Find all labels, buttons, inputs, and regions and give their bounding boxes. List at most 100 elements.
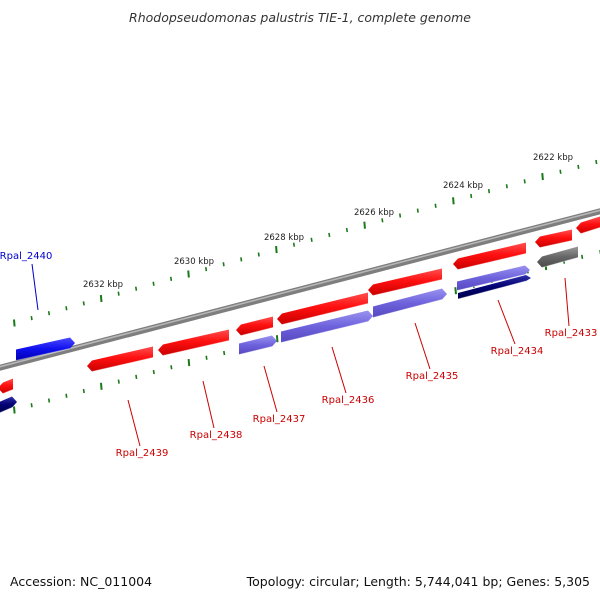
outer-scale-tick bbox=[559, 169, 562, 174]
gene-rpal-2436-reverse[interactable] bbox=[281, 310, 373, 343]
connector-rpal-2438 bbox=[202, 380, 215, 429]
inner-scale-tick bbox=[135, 374, 138, 379]
gene-rpal-2435[interactable] bbox=[368, 268, 442, 296]
connector-rpal-2435 bbox=[414, 322, 431, 370]
gene-edge-left-dark-shading bbox=[0, 407, 13, 414]
label-connectors bbox=[31, 263, 570, 447]
label-rpal-2436[interactable]: Rpal_2436 bbox=[322, 395, 375, 406]
scale-label: 2630 kbp bbox=[174, 257, 214, 267]
inner-scale-tick bbox=[47, 398, 51, 403]
inner-scale-tick bbox=[187, 358, 191, 367]
gene-rpal-2436-shading bbox=[281, 303, 369, 325]
inner-scale-tick bbox=[152, 369, 155, 375]
label-rpal-2433[interactable]: Rpal_2433 bbox=[545, 328, 598, 339]
scale-labels: 2622 kbp 2624 kbp 2626 kbp 2628 kbp 2630 kbp… bbox=[83, 153, 573, 290]
inner-scale-tick bbox=[205, 355, 208, 360]
gene-rpal-2433-upstream[interactable] bbox=[535, 229, 572, 248]
outer-scale-tick bbox=[240, 257, 243, 262]
outer-scale-tick bbox=[345, 227, 349, 233]
gene-rpal-2437-reverse-shading bbox=[238, 346, 273, 355]
scale-label: 2624 kbp bbox=[443, 181, 483, 191]
gene-edge-left-shading bbox=[2, 389, 14, 394]
label-rpal-2434[interactable]: Rpal_2434 bbox=[491, 346, 544, 357]
connector-rpal-2434 bbox=[497, 299, 516, 345]
gene-rpal-2433-upstream-shading bbox=[539, 240, 573, 248]
outer-scale-tick bbox=[328, 232, 331, 238]
scale-label: 2622 kbp bbox=[533, 153, 573, 163]
label-rpal-2438[interactable]: Rpal_2438 bbox=[190, 430, 243, 441]
inner-scale-tick bbox=[454, 287, 457, 295]
outer-scale-tick bbox=[134, 286, 138, 291]
label-rpal-2437[interactable]: Rpal_2437 bbox=[253, 414, 306, 425]
gene-rpal-2439[interactable] bbox=[87, 346, 153, 372]
scale-label: 2632 kbp bbox=[83, 280, 123, 290]
outer-scale-tick bbox=[398, 213, 402, 218]
gene-rpal-2433[interactable] bbox=[537, 246, 578, 268]
outer-scale-tick bbox=[416, 208, 419, 213]
outer-scale-ticks bbox=[13, 159, 598, 327]
outer-scale-tick bbox=[487, 189, 491, 194]
gene-rpal-2440-shading bbox=[15, 348, 71, 361]
gene-edge-right-shading bbox=[580, 227, 600, 234]
outer-scale-tick bbox=[169, 276, 173, 282]
label-rpal-2435[interactable]: Rpal_2435 bbox=[406, 371, 459, 382]
connector-rpal-2437 bbox=[263, 365, 278, 413]
gene-rpal-2438[interactable] bbox=[158, 329, 229, 356]
gene-rpal-2434-reverse-shading bbox=[456, 274, 526, 291]
gene-rpal-2435-reverse[interactable] bbox=[373, 288, 447, 318]
inner-scale-tick bbox=[30, 403, 33, 408]
scale-label: 2626 kbp bbox=[354, 208, 394, 218]
gene-rpal-2440[interactable] bbox=[16, 337, 75, 361]
gene-rpal-2437[interactable] bbox=[236, 316, 273, 336]
genome-backbone bbox=[0, 208, 600, 371]
label-rpal-2439[interactable]: Rpal_2439 bbox=[116, 448, 169, 459]
gene-rpal-2434-reverse-dark-shading bbox=[457, 280, 527, 300]
genome-backbone-highlight bbox=[0, 209, 600, 368]
outer-scale-tick bbox=[117, 291, 120, 296]
outer-scale-tick bbox=[381, 218, 384, 223]
genome-summary-text: Topology: circular; Length: 5,744,041 bp… bbox=[246, 574, 590, 589]
gene-rpal-2436-reverse-shading bbox=[280, 321, 369, 343]
inner-scale-tick bbox=[117, 379, 120, 384]
outer-scale-tick bbox=[30, 315, 33, 321]
outer-scale-tick bbox=[505, 184, 508, 189]
gene-edge-left[interactable] bbox=[0, 378, 13, 394]
connector-rpal-2439 bbox=[127, 399, 141, 447]
outer-scale-tick bbox=[292, 242, 296, 247]
outer-scale-tick bbox=[47, 311, 51, 316]
outer-scale-tick bbox=[452, 197, 455, 205]
connector-rpal-2433 bbox=[564, 277, 570, 327]
gene-rpal-2437-reverse[interactable] bbox=[239, 335, 277, 355]
gene-rpal-2434-reverse-dark[interactable] bbox=[458, 275, 531, 299]
gene-rpal-2435-reverse-shading bbox=[372, 299, 443, 318]
outer-scale-tick bbox=[187, 270, 190, 278]
features bbox=[0, 216, 600, 414]
inner-scale-tick bbox=[170, 365, 173, 370]
map-title: Rhodopseudomonas palustris TIE-1, comple… bbox=[129, 10, 471, 25]
outer-scale-tick bbox=[204, 266, 208, 272]
gene-rpal-2436[interactable] bbox=[277, 292, 368, 325]
inner-scale-tick bbox=[99, 382, 103, 390]
gene-rpal-2434[interactable] bbox=[453, 242, 526, 270]
outer-scale-tick bbox=[541, 172, 544, 181]
gene-edge-right[interactable] bbox=[576, 216, 600, 234]
inner-scale-tick bbox=[65, 393, 68, 398]
outer-scale-tick bbox=[523, 179, 526, 184]
gene-rpal-2438-shading bbox=[162, 340, 230, 356]
outer-scale-tick bbox=[577, 164, 580, 169]
outer-scale-tick bbox=[152, 281, 155, 286]
gene-edge-left-dark[interactable] bbox=[0, 396, 17, 414]
label-rpal-2440[interactable]: Rpal_2440 bbox=[0, 251, 52, 262]
outer-scale-tick bbox=[275, 245, 278, 254]
gene-rpal-2439-shading bbox=[91, 357, 154, 372]
outer-scale-tick bbox=[257, 252, 260, 257]
outer-scale-tick bbox=[99, 294, 103, 303]
outer-scale-tick bbox=[434, 203, 437, 208]
inner-scale-tick bbox=[581, 254, 584, 259]
accession-text: Accession: NC_011004 bbox=[10, 574, 152, 589]
gene-rpal-2434-reverse[interactable] bbox=[457, 265, 530, 291]
inner-scale-tick bbox=[13, 406, 16, 414]
gene-rpal-2437-shading bbox=[240, 327, 274, 336]
